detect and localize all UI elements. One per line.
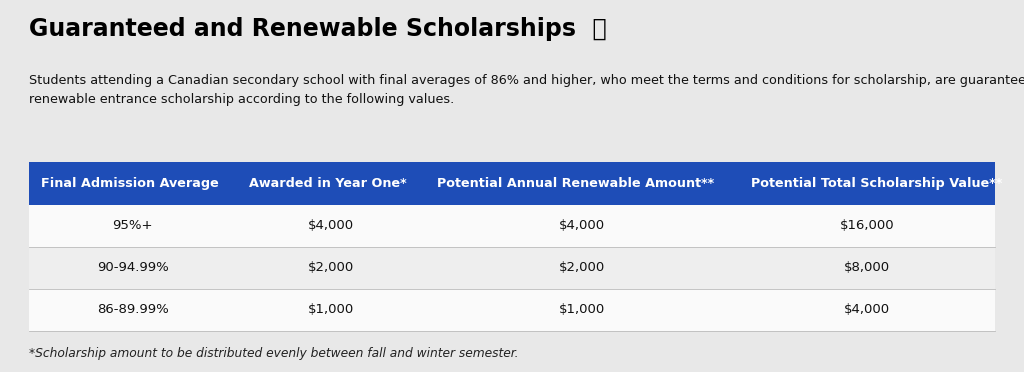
Text: $1,000: $1,000 — [559, 303, 605, 316]
Text: $2,000: $2,000 — [307, 261, 354, 274]
Text: Students attending a Canadian secondary school with final averages of 86% and hi: Students attending a Canadian secondary … — [29, 74, 1024, 106]
Text: 95%+: 95%+ — [113, 219, 153, 232]
Text: $4,000: $4,000 — [307, 219, 354, 232]
Text: $4,000: $4,000 — [844, 303, 890, 316]
Text: $16,000: $16,000 — [840, 219, 895, 232]
Text: Guaranteed and Renewable Scholarships  📣: Guaranteed and Renewable Scholarships 📣 — [29, 17, 606, 41]
Text: $1,000: $1,000 — [307, 303, 354, 316]
Text: 86-89.99%: 86-89.99% — [96, 303, 169, 316]
Text: Potential Total Scholarship Value**: Potential Total Scholarship Value** — [752, 177, 1002, 190]
Text: $8,000: $8,000 — [844, 261, 890, 274]
Text: 90-94.99%: 90-94.99% — [96, 261, 169, 274]
Text: *Scholarship amount to be distributed evenly between fall and winter semester.: *Scholarship amount to be distributed ev… — [29, 347, 518, 360]
Text: Potential Annual Renewable Amount**: Potential Annual Renewable Amount** — [437, 177, 715, 190]
Text: $4,000: $4,000 — [559, 219, 605, 232]
Text: Final Admission Average: Final Admission Average — [41, 177, 219, 190]
Text: Awarded in Year One*: Awarded in Year One* — [249, 177, 407, 190]
Text: $2,000: $2,000 — [559, 261, 605, 274]
